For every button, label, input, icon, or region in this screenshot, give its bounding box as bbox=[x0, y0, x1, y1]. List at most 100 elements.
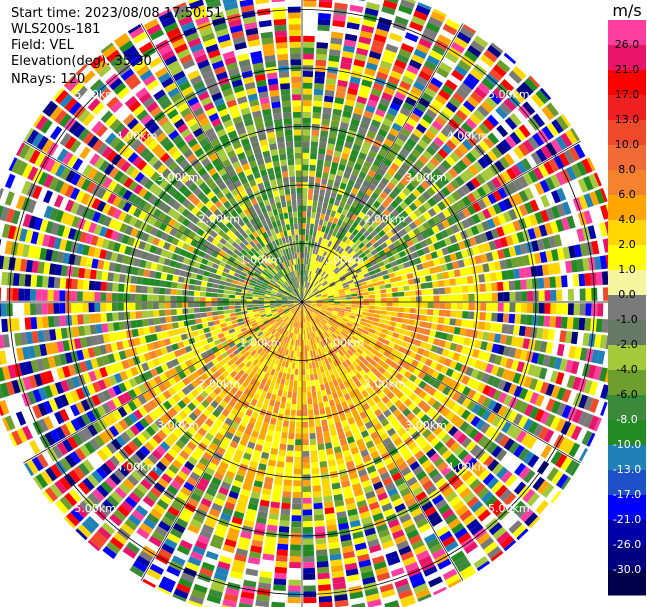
ppi-gate bbox=[322, 326, 328, 332]
ppi-gate bbox=[437, 148, 449, 159]
ppi-gate bbox=[454, 232, 463, 242]
ppi-gate bbox=[272, 311, 278, 315]
ppi-gate bbox=[306, 217, 311, 224]
ppi-gate bbox=[79, 337, 88, 348]
ppi-gate bbox=[7, 364, 17, 379]
ppi-gate bbox=[221, 340, 229, 347]
ppi-gate bbox=[448, 578, 462, 588]
ppi-gate bbox=[392, 265, 400, 272]
ppi-gate bbox=[417, 2, 432, 11]
ppi-gate bbox=[401, 518, 414, 529]
ppi-gate bbox=[395, 390, 404, 399]
ppi-gate bbox=[254, 315, 261, 320]
ppi-gate bbox=[362, 141, 372, 150]
ppi-gate bbox=[115, 361, 125, 372]
ppi-gate bbox=[445, 227, 454, 236]
ppi-gate bbox=[212, 409, 221, 418]
ppi-gate bbox=[544, 290, 551, 301]
ppi-gate bbox=[307, 290, 312, 296]
ppi-gate bbox=[479, 232, 489, 243]
ppi-gate bbox=[540, 209, 550, 223]
ppi-gate bbox=[334, 385, 341, 392]
ppi-gate bbox=[302, 176, 308, 183]
ppi-gate bbox=[75, 387, 86, 400]
ppi-gate bbox=[414, 144, 425, 154]
ppi-gate bbox=[340, 249, 347, 257]
ppi-gate bbox=[292, 491, 302, 498]
ppi-gate bbox=[120, 523, 135, 536]
ppi-gate bbox=[399, 269, 407, 276]
ppi-gate bbox=[505, 235, 514, 246]
ppi-gate bbox=[358, 424, 367, 433]
ppi-gate bbox=[294, 303, 300, 308]
ppi-gate bbox=[316, 298, 323, 301]
ppi-gate bbox=[393, 422, 403, 432]
ppi-gate bbox=[342, 551, 355, 559]
ppi-gate bbox=[303, 585, 316, 592]
ppi-gate bbox=[462, 386, 471, 397]
ppi-gate bbox=[153, 503, 166, 515]
ppi-gate bbox=[307, 193, 313, 201]
ppi-gate bbox=[330, 191, 337, 199]
ppi-gate bbox=[261, 421, 269, 429]
ppi-gate bbox=[393, 356, 401, 364]
ppi-gate bbox=[141, 362, 150, 372]
ppi-gate bbox=[431, 473, 443, 484]
ppi-gate bbox=[173, 328, 181, 336]
ppi-gate bbox=[259, 457, 268, 465]
ppi-gate bbox=[172, 428, 182, 439]
ppi-gate bbox=[342, 269, 349, 275]
ppi-gate bbox=[567, 288, 574, 301]
ppi-gate bbox=[370, 249, 378, 256]
ppi-gate bbox=[356, 548, 369, 557]
ppi-gate bbox=[360, 318, 367, 323]
ppi-gate bbox=[286, 318, 291, 324]
ppi-gate bbox=[397, 167, 407, 177]
ppi-gate bbox=[442, 271, 450, 279]
ppi-gate bbox=[287, 303, 294, 305]
ppi-gate bbox=[397, 263, 405, 270]
ppi-gate bbox=[366, 226, 375, 234]
ppi-gate bbox=[583, 193, 594, 208]
ppi-gate bbox=[524, 326, 532, 338]
ppi-gate bbox=[238, 335, 246, 342]
ppi-gate bbox=[14, 257, 22, 272]
ppi-gate bbox=[302, 375, 306, 381]
ppi-gate bbox=[312, 397, 318, 404]
ppi-gate bbox=[141, 310, 148, 319]
ppi-gate bbox=[367, 599, 382, 607]
ppi-gate bbox=[389, 277, 397, 283]
ppi-gate bbox=[354, 380, 362, 388]
ppi-gate bbox=[427, 295, 434, 302]
ppi-gate bbox=[366, 218, 375, 226]
ppi-gate bbox=[317, 342, 322, 349]
ppi-gate bbox=[402, 318, 409, 324]
ppi-gate bbox=[440, 229, 449, 239]
ppi-gate bbox=[363, 248, 371, 256]
ppi-gate bbox=[375, 351, 383, 359]
ppi-gate bbox=[373, 344, 381, 352]
ppi-gate bbox=[304, 303, 310, 308]
ppi-gate bbox=[294, 345, 298, 352]
ppi-gate bbox=[389, 321, 397, 327]
ppi-gate bbox=[438, 339, 446, 348]
ppi-gate bbox=[304, 300, 311, 302]
ppi-gate bbox=[355, 494, 366, 503]
ppi-gate bbox=[268, 459, 277, 467]
ppi-gate bbox=[459, 172, 470, 183]
ppi-gate bbox=[271, 343, 277, 350]
ppi-gate bbox=[356, 348, 364, 355]
ppi-gate bbox=[559, 330, 567, 343]
ppi-gate bbox=[317, 201, 323, 208]
ppi-gate bbox=[293, 302, 300, 304]
ppi-gate bbox=[535, 148, 548, 162]
ppi-gate bbox=[196, 461, 207, 472]
ppi-gate bbox=[427, 336, 435, 344]
ppi-gate bbox=[27, 345, 36, 359]
ppi-gate bbox=[302, 187, 308, 194]
ppi-gate bbox=[221, 422, 230, 431]
ppi-gate bbox=[283, 329, 288, 336]
ppi-gate bbox=[307, 398, 313, 405]
ppi-gate bbox=[442, 23, 458, 36]
ppi-gate bbox=[390, 348, 399, 356]
